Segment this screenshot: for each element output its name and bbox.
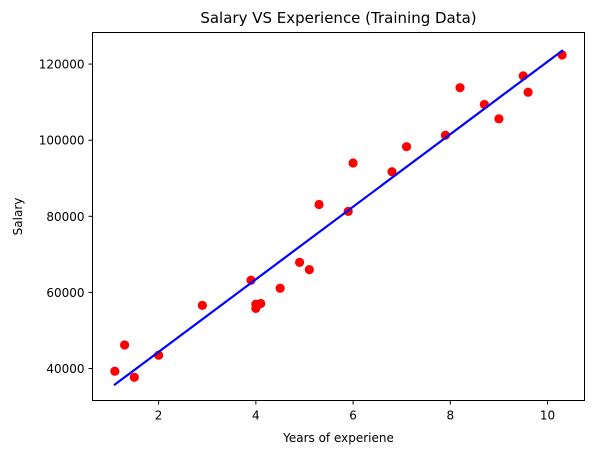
data-point-0	[110, 366, 120, 376]
chart-marks	[110, 49, 567, 387]
data-point-2	[129, 372, 139, 382]
data-point-9	[275, 283, 285, 293]
x-axis: 2 4 6 8 10	[155, 400, 555, 423]
y-axis: 40000 60000 80000 100000 120000	[39, 58, 93, 376]
y-tick-label: 120000	[39, 58, 85, 72]
data-point-10	[295, 257, 305, 267]
x-tick-label: 6	[349, 409, 357, 423]
data-point-20	[494, 114, 504, 124]
data-point-15	[387, 167, 397, 177]
data-point-12	[314, 199, 324, 210]
data-point-16	[401, 142, 412, 152]
data-point-4	[197, 300, 207, 310]
y-tick-label: 40000	[46, 362, 84, 376]
x-tick-label: 4	[252, 409, 260, 423]
data-point-1	[119, 340, 130, 350]
chart-title: Salary VS Experience (Training Data)	[200, 9, 476, 27]
data-point-11	[304, 264, 314, 275]
data-point-17	[440, 130, 451, 140]
x-axis-label: Years of experiene	[282, 431, 394, 445]
data-point-18	[455, 83, 465, 93]
y-axis-label: Salary	[11, 198, 25, 236]
data-point-14	[348, 158, 358, 168]
x-tick-label: 10	[540, 409, 555, 423]
x-tick-label: 8	[446, 409, 454, 423]
y-tick-label: 60000	[46, 286, 84, 300]
data-point-8	[256, 298, 266, 309]
regression-line	[113, 49, 564, 387]
y-tick-label: 80000	[46, 210, 84, 224]
data-point-22	[523, 87, 533, 97]
x-tick-label: 2	[155, 409, 163, 423]
y-tick-label: 100000	[39, 134, 85, 148]
